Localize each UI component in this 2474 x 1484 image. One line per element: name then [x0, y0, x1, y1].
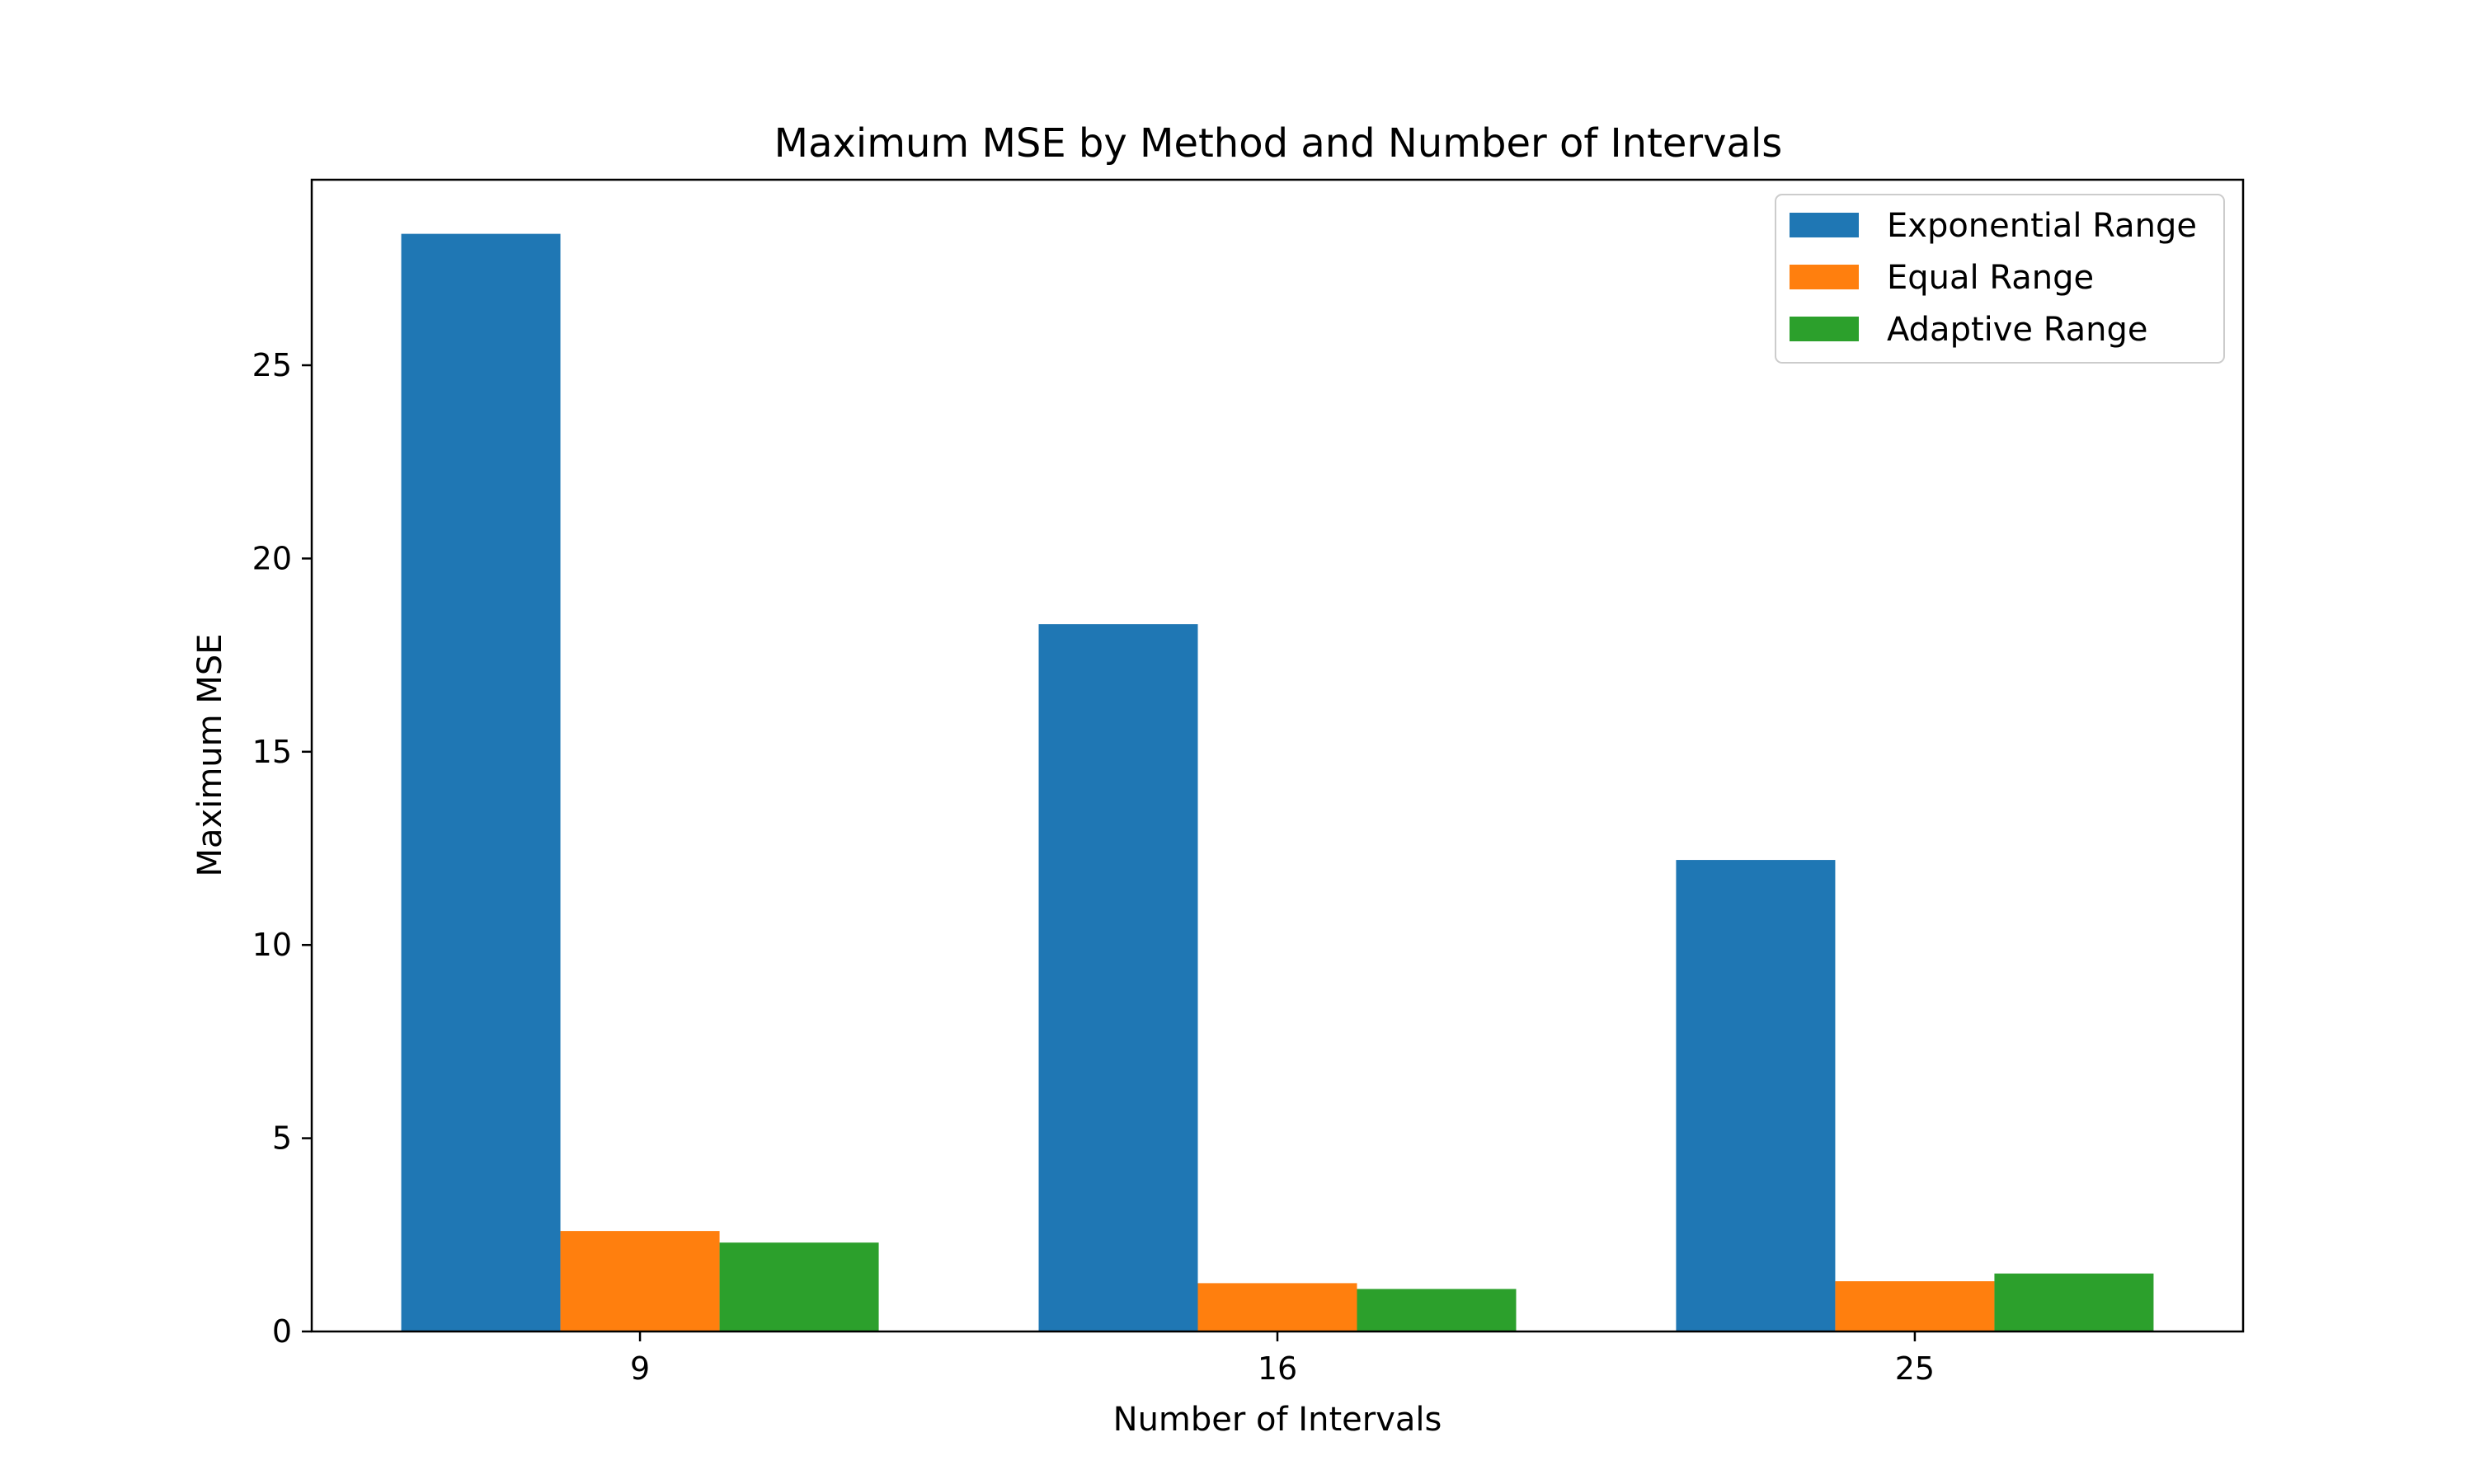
- legend-swatch-adaptive: [1790, 317, 1859, 341]
- y-axis-label: Maximum MSE: [191, 634, 229, 877]
- legend-label-equal: Equal Range: [1887, 259, 2094, 297]
- y-tick-label: 25: [252, 347, 292, 383]
- bar-adaptive-range-25: [1994, 1273, 2154, 1331]
- x-axis-label: Number of Intervals: [1113, 1401, 1442, 1439]
- y-axis-ticks: 0 5 10 15 20 25: [252, 347, 312, 1350]
- x-tick-label: 25: [1895, 1350, 1935, 1387]
- bar-exponential-range-25: [1676, 860, 1836, 1331]
- bar-adaptive-range-9: [719, 1242, 879, 1331]
- legend-box: [1775, 194, 2225, 364]
- y-tick-label: 0: [272, 1313, 292, 1350]
- legend: Exponential Range Equal Range Adaptive R…: [1775, 194, 2225, 364]
- y-tick-label: 15: [252, 734, 292, 770]
- bar-equal-range-9: [560, 1231, 720, 1331]
- y-tick-label: 20: [252, 540, 292, 576]
- bar-exponential-range-9: [401, 233, 561, 1331]
- legend-swatch-exponential: [1790, 213, 1859, 237]
- bar-adaptive-range-16: [1357, 1289, 1517, 1331]
- bar-exponential-range-16: [1038, 624, 1198, 1331]
- y-tick-label: 5: [272, 1120, 292, 1157]
- chart-title: Maximum MSE by Method and Number of Inte…: [774, 120, 1783, 167]
- x-tick-label: 9: [630, 1350, 650, 1387]
- y-tick-label: 10: [252, 927, 292, 963]
- bars-group: [401, 233, 2154, 1331]
- x-axis-ticks: 9 16 25: [630, 1331, 1935, 1387]
- legend-label-exponential: Exponential Range: [1887, 207, 2197, 245]
- legend-swatch-equal: [1790, 265, 1859, 289]
- bar-equal-range-25: [1835, 1281, 1995, 1331]
- legend-label-adaptive: Adaptive Range: [1887, 311, 2148, 349]
- x-tick-label: 16: [1258, 1350, 1297, 1387]
- bar-equal-range-16: [1197, 1283, 1357, 1331]
